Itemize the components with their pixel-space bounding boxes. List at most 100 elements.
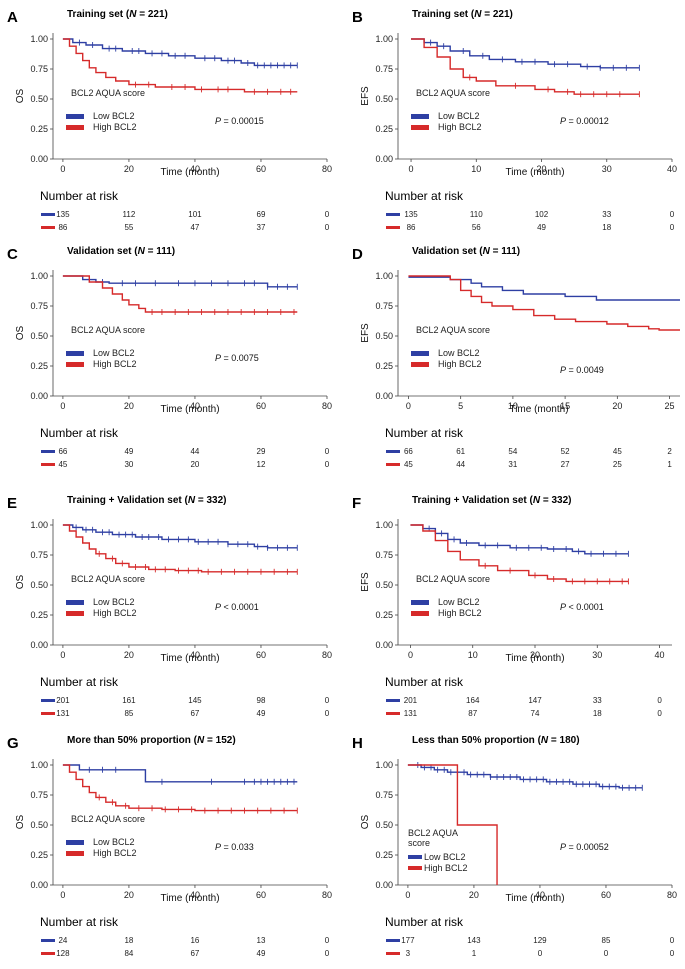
- panel-c: C Validation set (N = 111) 0.00 0.25 0.50 0.7…: [7, 246, 332, 469]
- panel-h: H Less than 50% proportion (N = 180) 0.00 0…: [352, 735, 677, 958]
- risk-row-swatch: [386, 213, 400, 216]
- legend-label: Low BCL2: [93, 837, 135, 847]
- y-tick-label: 0.50: [30, 331, 48, 341]
- risk-count: 85: [124, 709, 133, 718]
- risk-count: 0: [325, 447, 330, 456]
- legend-title: BCL2 AQUA score: [71, 574, 145, 584]
- legend-swatch: [66, 840, 84, 845]
- risk-row-swatch: [41, 463, 55, 466]
- x-tick-label: 40: [535, 890, 545, 900]
- y-tick-label: 0.00: [375, 391, 393, 401]
- risk-row-swatch: [386, 450, 400, 453]
- risk-count: 18: [602, 223, 611, 232]
- y-tick-label: 0.25: [375, 124, 393, 134]
- legend-label: Low BCL2: [438, 597, 480, 607]
- x-tick-label: 60: [256, 401, 266, 411]
- risk-count: 56: [472, 223, 481, 232]
- x-tick-label: 0: [408, 650, 413, 660]
- legend-label: High BCL2: [93, 608, 137, 618]
- x-tick-label: 80: [322, 401, 332, 411]
- p-value: P < 0.0001: [215, 602, 259, 612]
- low-bcl2-curve: [410, 524, 629, 555]
- p-value: P = 0.0049: [560, 365, 604, 375]
- risk-count: 101: [188, 210, 202, 219]
- x-tick-label: 0: [60, 164, 65, 174]
- risk-count: 0: [538, 949, 543, 958]
- x-axis-label: Time (month): [505, 893, 564, 904]
- high-bcl2-curve: [62, 275, 298, 313]
- risk-count: 98: [257, 696, 266, 705]
- risk-count: 37: [257, 223, 266, 232]
- x-tick-label: 25: [665, 401, 675, 411]
- risk-count: 24: [58, 936, 67, 945]
- risk-count: 3: [406, 949, 411, 958]
- risk-count: 85: [602, 936, 611, 945]
- y-tick-label: 0.75: [30, 550, 48, 560]
- risk-count: 0: [325, 223, 330, 232]
- legend-title: BCL2 AQUA score: [71, 88, 145, 98]
- legend-swatch: [66, 611, 84, 616]
- p-value: P = 0.00015: [215, 116, 264, 126]
- y-axis-label: OS: [15, 88, 26, 103]
- low-bcl2-curve: [62, 38, 298, 67]
- x-tick-label: 60: [601, 890, 611, 900]
- risk-count: 131: [404, 709, 418, 718]
- x-tick-label: 40: [190, 401, 200, 411]
- high-bcl2-curve: [62, 38, 298, 93]
- risk-row-swatch: [41, 450, 55, 453]
- risk-count: 66: [58, 447, 67, 456]
- legend-swatch: [411, 362, 429, 367]
- x-tick-label: 20: [124, 650, 134, 660]
- x-tick-label: 20: [469, 890, 479, 900]
- x-tick-label: 15: [560, 401, 570, 411]
- y-tick-label: 0.25: [30, 361, 48, 371]
- p-value: P < 0.0001: [560, 602, 604, 612]
- risk-count: 13: [257, 936, 266, 945]
- legend-title-line2: score: [408, 838, 430, 848]
- y-tick-label: 1.00: [375, 271, 393, 281]
- panel-e: E Training + Validation set (N = 332) 0.00…: [7, 495, 332, 718]
- legend-swatch: [411, 600, 429, 605]
- panel-title: Training + Validation set (N = 332): [67, 495, 227, 506]
- risk-count: 110: [470, 210, 483, 219]
- risk-count: 129: [533, 936, 547, 945]
- x-axis-label: Time (month): [160, 404, 219, 415]
- x-tick-label: 0: [406, 401, 411, 411]
- x-tick-label: 0: [60, 890, 65, 900]
- risk-count: 0: [670, 223, 675, 232]
- x-axis-label: Time (month): [509, 404, 568, 415]
- y-tick-label: 0.50: [375, 94, 393, 104]
- risk-count: 147: [528, 696, 542, 705]
- x-tick-label: 40: [190, 890, 200, 900]
- panel-g: G More than 50% proportion (N = 152) 0.00 0…: [7, 735, 332, 958]
- legend-label: Low BCL2: [438, 111, 480, 121]
- risk-count: 201: [404, 696, 418, 705]
- risk-count: 0: [325, 696, 330, 705]
- y-tick-label: 0.50: [30, 580, 48, 590]
- x-tick-label: 80: [667, 890, 677, 900]
- risk-count: 18: [593, 709, 602, 718]
- x-tick-label: 80: [322, 650, 332, 660]
- p-value: P = 0.0075: [215, 353, 259, 363]
- risk-count: 49: [124, 447, 133, 456]
- risk-count: 112: [123, 210, 136, 219]
- low-bcl2-curve: [407, 764, 643, 789]
- risk-row-swatch: [41, 226, 55, 229]
- risk-count: 45: [613, 447, 622, 456]
- x-tick-label: 30: [602, 164, 612, 174]
- y-axis-label: EFS: [360, 323, 371, 343]
- risk-count: 0: [657, 709, 662, 718]
- risk-count: 33: [602, 210, 611, 219]
- panel-letter: G: [7, 735, 19, 752]
- x-tick-label: 40: [190, 164, 200, 174]
- high-bcl2-curve: [411, 38, 640, 95]
- x-tick-label: 10: [508, 401, 518, 411]
- panel-title: Validation set (N = 111): [67, 246, 175, 257]
- x-tick-label: 0: [409, 164, 414, 174]
- y-tick-label: 0.25: [30, 610, 48, 620]
- legend-label: High BCL2: [93, 122, 137, 132]
- legend-swatch: [411, 351, 429, 356]
- panel-title: Validation set (N = 111): [412, 246, 520, 257]
- x-tick-label: 80: [322, 164, 332, 174]
- legend-title: BCL2 AQUA score: [416, 574, 490, 584]
